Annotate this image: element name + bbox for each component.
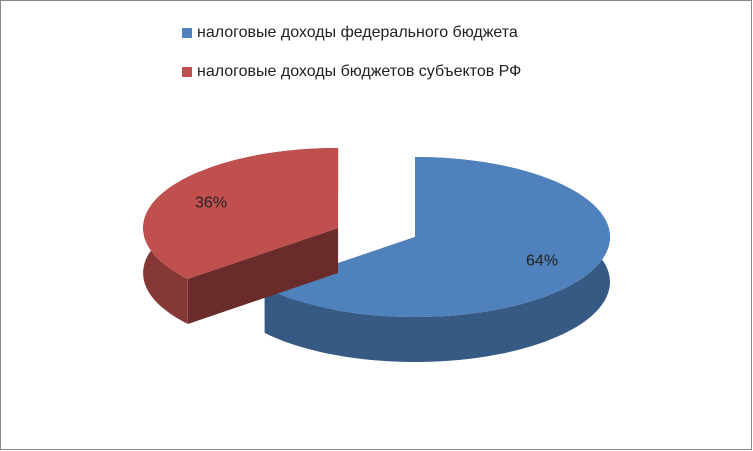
legend-swatch xyxy=(182,67,192,77)
slice xyxy=(143,148,339,279)
legend-swatch xyxy=(182,28,192,38)
data-label: 36% xyxy=(195,195,227,212)
slice-side xyxy=(187,227,339,324)
slice xyxy=(264,157,610,317)
legend-label: налоговые доходы бюджетов субъектов РФ xyxy=(197,63,521,80)
data-label: 64% xyxy=(526,253,558,270)
legend-label: налоговые доходы федерального бюджета xyxy=(197,24,518,41)
